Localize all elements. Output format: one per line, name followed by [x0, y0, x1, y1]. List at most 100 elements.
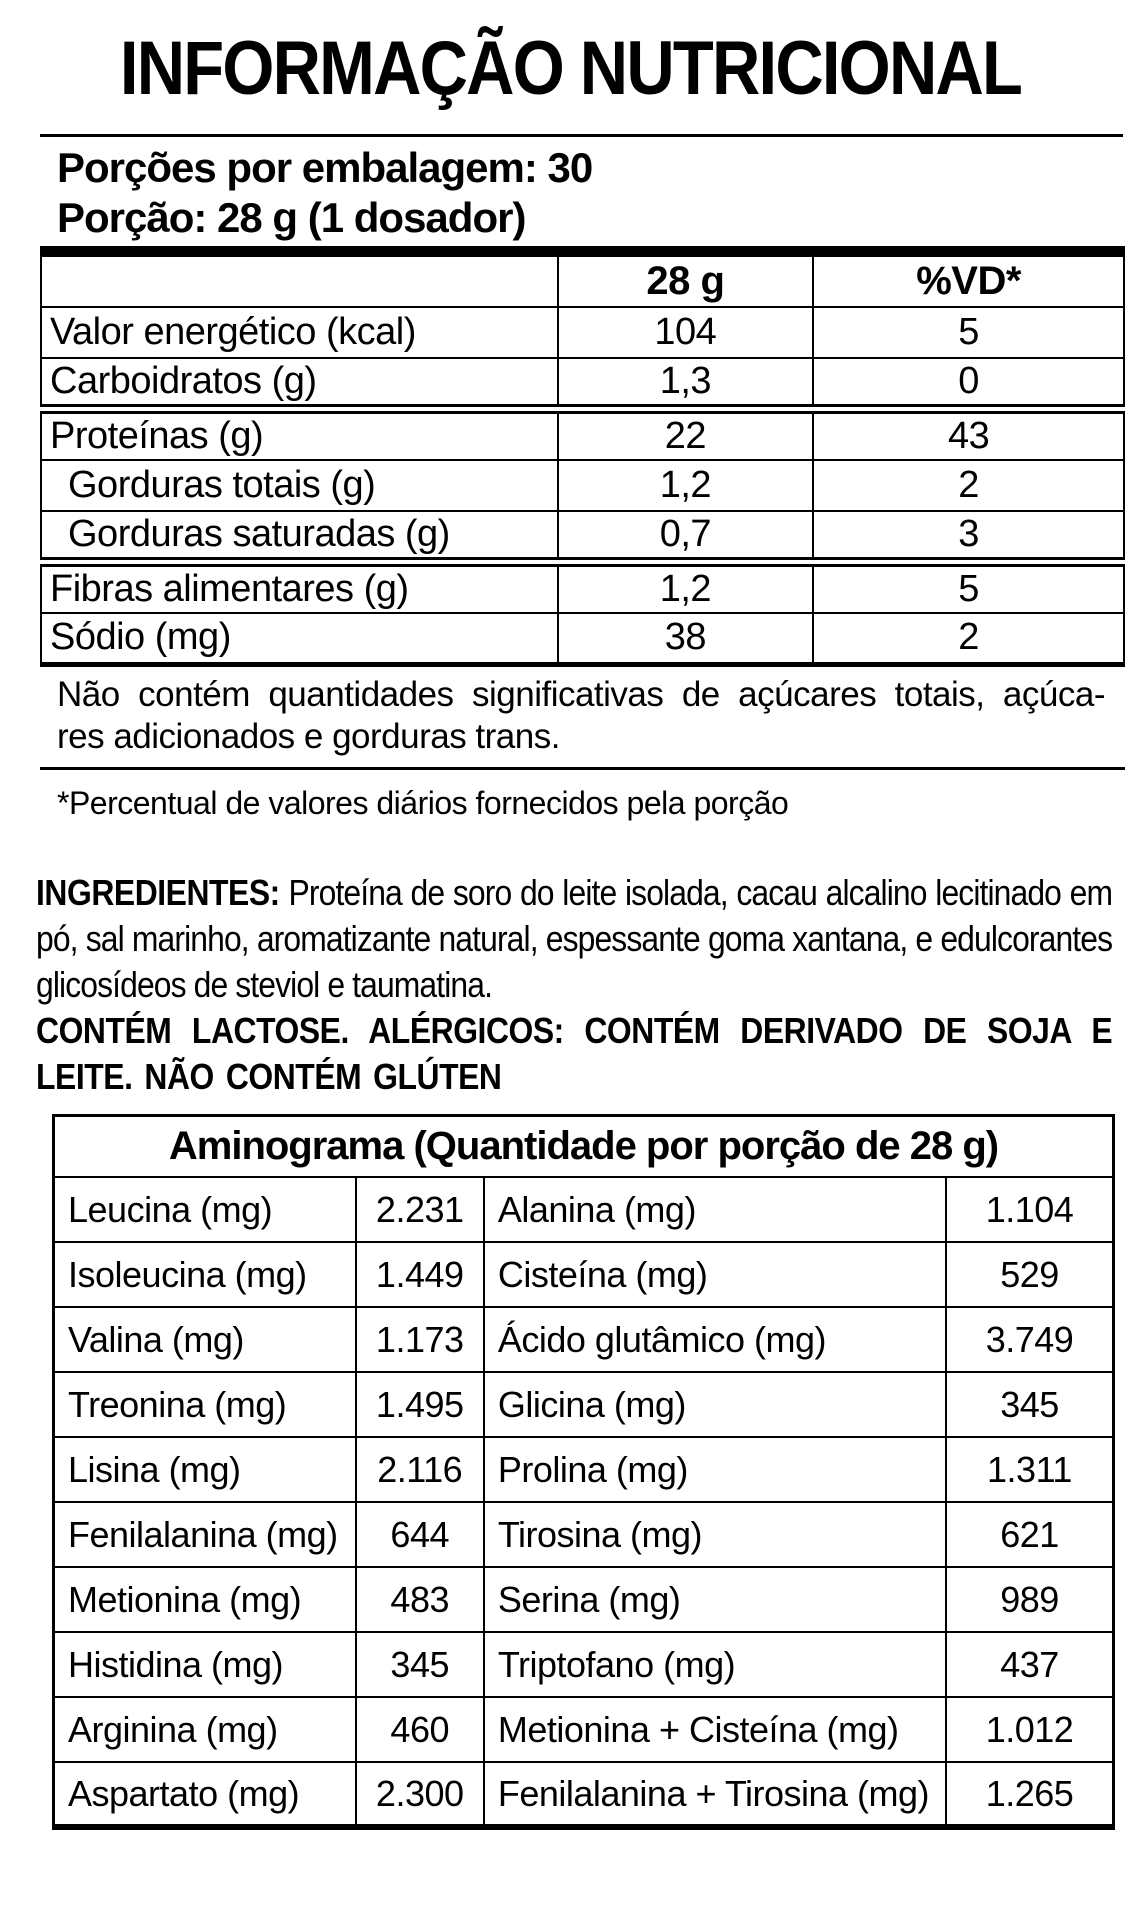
aminogram-row: Isoleucina (mg) 1.449 Cisteína (mg) 529 — [52, 1241, 1115, 1308]
column-header-empty — [40, 257, 559, 308]
nutrient-row: Carboidratos (g) 1,3 0 — [40, 357, 1125, 414]
amino-acid-value: 345 — [945, 1371, 1115, 1438]
amino-acid-value: 1.495 — [354, 1371, 485, 1438]
aminogram-row: Arginina (mg) 460 Metionina + Cisteína (… — [52, 1696, 1115, 1763]
aminogram-row: Treonina (mg) 1.495 Glicina (mg) 345 — [52, 1371, 1115, 1438]
aminogram-row: Lisina (mg) 2.116 Prolina (mg) 1.311 — [52, 1436, 1115, 1503]
nutrient-amount: 38 — [556, 612, 815, 667]
amino-acid-value: 644 — [354, 1501, 485, 1568]
nutrient-amount: 104 — [556, 306, 815, 359]
nutrient-row: Proteínas (g) 22 43 — [40, 408, 1125, 461]
nutrient-amount: 1,3 — [556, 357, 815, 414]
aminogram-row: Leucina (mg) 2.231 Alanina (mg) 1.104 — [52, 1176, 1115, 1243]
amino-acid-value: 2.231 — [354, 1176, 485, 1243]
aminogram-row: Fenilalanina (mg) 644 Tirosina (mg) 621 — [52, 1501, 1115, 1568]
aminogram-row: Aspartato (mg) 2.300 Fenilalanina + Tiro… — [52, 1761, 1115, 1828]
nutrient-amount: 1,2 — [556, 561, 815, 614]
amino-acid-value: 989 — [945, 1566, 1115, 1633]
nutrient-amount: 0,7 — [556, 510, 815, 567]
nutrient-dv: 2 — [812, 459, 1125, 512]
aminogram-row: Metionina (mg) 483 Serina (mg) 989 — [52, 1566, 1115, 1633]
note-line-1: Não contém quantidades significativas de… — [57, 674, 1106, 714]
nutrient-dv: 0 — [812, 357, 1125, 414]
amino-acid-value: 1.173 — [354, 1306, 485, 1373]
daily-values-footnote: *Percentual de valores diários fornecido… — [57, 784, 789, 821]
amino-acid-value: 460 — [354, 1696, 485, 1763]
amino-acid-value: 621 — [945, 1501, 1115, 1568]
amino-acid-value: 529 — [945, 1241, 1115, 1308]
amino-acid-name: Alanina (mg) — [482, 1176, 948, 1243]
amino-acid-name: Valina (mg) — [52, 1306, 357, 1373]
serving-info: Porções por embalagem: 30 Porção: 28 g (… — [57, 143, 1125, 243]
nutrient-row: Gorduras totais (g) 1,2 2 — [40, 459, 1125, 512]
amino-acid-value: 483 — [354, 1566, 485, 1633]
nutrient-row: Fibras alimentares (g) 1,2 5 — [40, 561, 1125, 614]
amino-acid-name: Metionina + Cisteína (mg) — [482, 1696, 948, 1763]
amino-acid-name: Fenilalanina (mg) — [52, 1501, 357, 1568]
amino-acid-value: 1.265 — [945, 1761, 1115, 1828]
amino-acid-value: 2.300 — [354, 1761, 485, 1828]
amino-acid-value: 1.449 — [354, 1241, 485, 1308]
title-rule — [40, 134, 1123, 137]
nutrient-dv: 43 — [812, 408, 1125, 461]
amino-acid-value: 1.012 — [945, 1696, 1115, 1763]
amino-acid-value: 1.311 — [945, 1436, 1115, 1503]
amino-acid-name: Ácido glutâmico (mg) — [482, 1306, 948, 1373]
amino-acid-value: 437 — [945, 1631, 1115, 1698]
nutrient-dv: 3 — [812, 510, 1125, 567]
aminogram-title: Aminograma (Quantidade por porção de 28 … — [53, 1115, 1114, 1178]
amino-acid-name: Lisina (mg) — [52, 1436, 357, 1503]
amino-acid-name: Treonina (mg) — [52, 1371, 357, 1438]
ingredients-paragraph: INGREDIENTES: Proteína de soro do leite … — [36, 870, 1113, 1008]
text-block: INGREDIENTES: Proteína de soro do leite … — [36, 870, 1113, 1100]
nutrient-row: Sódio (mg) 38 2 — [40, 612, 1125, 667]
nutrient-label: Fibras alimentares (g) — [40, 561, 559, 614]
amino-acid-name: Fenilalanina + Tirosina (mg) — [482, 1761, 948, 1828]
aminogram-row: Valina (mg) 1.173 Ácido glutâmico (mg) 3… — [52, 1306, 1115, 1373]
nutrient-dv: 5 — [812, 306, 1125, 359]
allergen-statement: CONTÉM LACTOSE. ALÉRGICOS: CONTÉM DERIVA… — [36, 1009, 1113, 1097]
column-header-dv: %VD* — [812, 257, 1125, 308]
nutrient-dv: 5 — [812, 561, 1125, 614]
amino-acid-value: 1.104 — [945, 1176, 1115, 1243]
nutrient-label: Proteínas (g) — [40, 408, 559, 461]
amino-acid-name: Serina (mg) — [482, 1566, 948, 1633]
nutrient-amount: 1,2 — [556, 459, 815, 512]
amino-acid-name: Tirosina (mg) — [482, 1501, 948, 1568]
nutrition-facts-table: 28 g %VD* Valor energético (kcal) 104 5 … — [40, 246, 1125, 770]
amino-acid-name: Leucina (mg) — [52, 1176, 357, 1243]
nutrient-label: Gorduras saturadas (g) — [40, 510, 559, 567]
amino-acid-name: Aspartato (mg) — [52, 1761, 357, 1828]
nutrient-amount: 22 — [556, 408, 815, 461]
amino-acid-value: 3.749 — [945, 1306, 1115, 1373]
ingredients-text: Proteína de soro do leite isolada, cacau… — [36, 871, 1113, 1005]
aminogram-table: Aminograma (Quantidade por porção de 28 … — [52, 1113, 1115, 1830]
nutrient-label: Sódio (mg) — [40, 612, 559, 667]
amino-acid-name: Isoleucina (mg) — [52, 1241, 357, 1308]
note-line-2: res adicionados e gorduras trans. — [57, 716, 560, 756]
ingredients-label: INGREDIENTES: — [36, 871, 280, 913]
amino-acid-name: Arginina (mg) — [52, 1696, 357, 1763]
portion-size: Porção: 28 g (1 dosador) — [57, 194, 526, 241]
page-title: INFORMAÇÃO NUTRICIONAL — [119, 26, 1023, 111]
amino-acid-name: Glicina (mg) — [482, 1371, 948, 1438]
nutrient-row: Gorduras saturadas (g) 0,7 3 — [40, 510, 1125, 567]
nutrient-label: Gorduras totais (g) — [40, 459, 559, 512]
nutrition-label: INFORMAÇÃO NUTRICIONAL Porções por embal… — [0, 28, 1141, 1932]
aminogram-header-row: Aminograma (Quantidade por porção de 28 … — [53, 1115, 1114, 1178]
amino-acid-name: Histidina (mg) — [52, 1631, 357, 1698]
nutrient-dv: 2 — [812, 612, 1125, 667]
table-header-row: 28 g %VD* — [40, 257, 1125, 308]
amino-acid-name: Metionina (mg) — [52, 1566, 357, 1633]
no-significant-amounts-note: Não contém quantidades significativas de… — [40, 667, 1125, 770]
amino-acid-name: Cisteína (mg) — [482, 1241, 948, 1308]
nutrient-label: Valor energético (kcal) — [40, 306, 559, 359]
amino-acid-value: 345 — [354, 1631, 485, 1698]
amino-acid-name: Triptofano (mg) — [482, 1631, 948, 1698]
servings-per-package: Porções por embalagem: 30 — [57, 144, 593, 191]
aminogram-row: Histidina (mg) 345 Triptofano (mg) 437 — [52, 1631, 1115, 1698]
nutrient-row: Valor energético (kcal) 104 5 — [40, 306, 1125, 359]
table-header-bar — [40, 246, 1125, 257]
column-header-amount: 28 g — [556, 257, 815, 308]
amino-acid-value: 2.116 — [354, 1436, 485, 1503]
